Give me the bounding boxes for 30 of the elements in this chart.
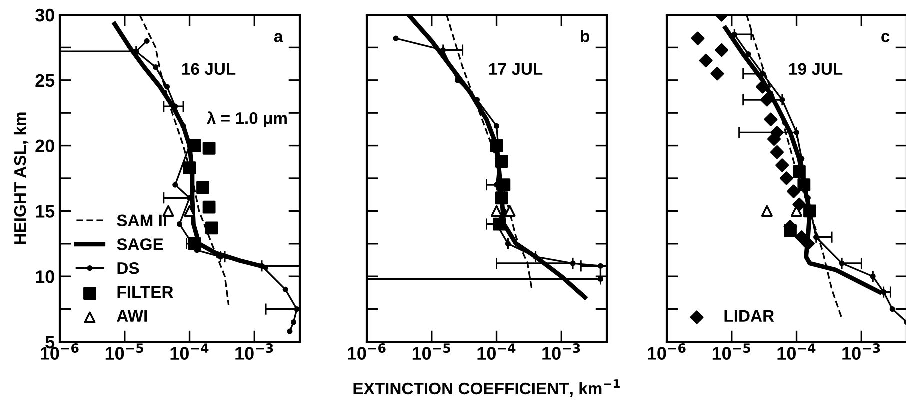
x-tick-label: 10$^{−4}$	[170, 344, 209, 360]
x-axis-title: EXTINCTION COEFFICIENT, km$^{−1}$	[354, 380, 620, 398]
annotation: c	[882, 33, 890, 42]
x-tick-label: 10$^{−5}$	[412, 344, 451, 360]
annotation: 19 JUL	[790, 63, 843, 76]
annotation: λ = 1.0 μm	[206, 112, 287, 128]
y-tick-label: 25	[36, 74, 55, 88]
annotation: 17 JUL	[490, 63, 543, 76]
x-tick-label: 10$^{−3}$	[842, 344, 880, 360]
annotation: a	[274, 33, 284, 42]
y-tick-label: 15	[36, 205, 55, 218]
y-axis-title: HEIGHT ASL, km	[14, 112, 29, 244]
legend-label: LIDAR	[724, 310, 774, 322]
y-tick-label: 10	[36, 270, 54, 284]
legend-label: SAGE	[117, 238, 164, 250]
x-tick-label: 10$^{−6}$	[648, 344, 686, 360]
y-tick-label: 30	[35, 8, 54, 22]
legend-label: FILTER	[118, 286, 174, 298]
annotation: 16 JUL	[182, 63, 236, 76]
annotation: b	[581, 30, 590, 42]
x-tick-label: 10$^{−5}$	[712, 344, 751, 360]
y-tick-label: 20	[36, 140, 54, 153]
x-tick-label: 10$^{−4}$	[478, 344, 516, 360]
x-tick-label: 10$^{−6}$	[348, 344, 386, 360]
legend-label: AWI	[117, 310, 148, 322]
x-tick-label: 10$^{−3}$	[542, 344, 580, 360]
x-tick-label: 10$^{−4}$	[778, 344, 816, 360]
legend-label: DS	[118, 262, 140, 274]
x-tick-label: 10$^{−5}$	[106, 344, 144, 360]
x-tick-label: 10$^{−3}$	[236, 344, 274, 360]
